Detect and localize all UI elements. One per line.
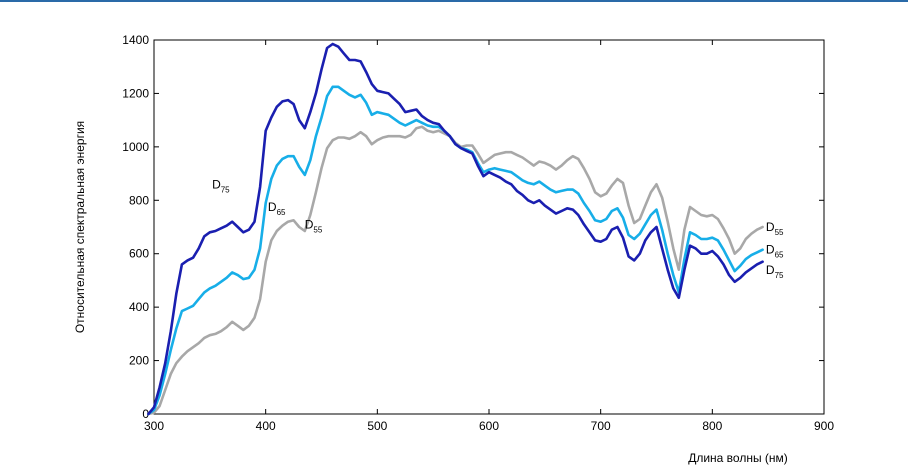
series-label-main: D xyxy=(766,243,775,257)
y-tick-label: 1400 xyxy=(122,33,149,47)
series-label-main: D xyxy=(766,263,775,277)
x-axis-title: Длина волны (нм) xyxy=(688,451,788,465)
series-label-d75: D75 xyxy=(212,177,230,194)
series-line-d75 xyxy=(147,42,764,416)
series-label-subscript: 75 xyxy=(775,271,784,280)
series-label-d75: D75 xyxy=(766,263,784,280)
series-label-d55: D55 xyxy=(305,217,323,234)
series-label-subscript: 65 xyxy=(277,208,286,217)
series-label-subscript: 55 xyxy=(313,225,322,234)
y-tick-label: 0 xyxy=(142,407,149,421)
top-rule xyxy=(0,0,908,2)
series-label-subscript: 55 xyxy=(775,228,784,237)
series-label-main: D xyxy=(305,217,314,231)
series-label-main: D xyxy=(268,200,277,214)
y-tick-label: 800 xyxy=(129,193,149,207)
y-tick-label: 200 xyxy=(129,354,149,368)
y-tick-label: 1200 xyxy=(122,86,149,100)
series-line-d55 xyxy=(147,125,764,416)
series-label-subscript: 75 xyxy=(221,185,230,194)
series-label-d55: D55 xyxy=(766,220,784,237)
y-axis: 0 200 400 600 800 1000 1200 1400 xyxy=(122,33,824,421)
x-tick-label: 500 xyxy=(367,419,387,433)
x-tick-label: 700 xyxy=(591,419,611,433)
x-tick-label: 600 xyxy=(479,419,499,433)
series-label-main: D xyxy=(766,220,775,234)
series-line-d65 xyxy=(147,85,764,416)
series-group xyxy=(147,42,764,416)
series-label-d65: D65 xyxy=(268,200,286,217)
series-label-main: D xyxy=(212,177,221,191)
series-label-d65: D65 xyxy=(766,243,784,260)
x-tick-label: 300 xyxy=(144,419,164,433)
x-tick-label: 900 xyxy=(814,419,834,433)
y-axis-title: Относительная спектральная энергия xyxy=(73,121,87,333)
y-tick-label: 1000 xyxy=(122,140,149,154)
y-tick-label: 400 xyxy=(129,300,149,314)
series-label-subscript: 65 xyxy=(775,251,784,260)
y-tick-label: 600 xyxy=(129,247,149,261)
x-tick-label: 400 xyxy=(256,419,276,433)
x-tick-label: 800 xyxy=(702,419,722,433)
x-axis: 300 400 500 600 700 800 900 xyxy=(144,40,834,433)
